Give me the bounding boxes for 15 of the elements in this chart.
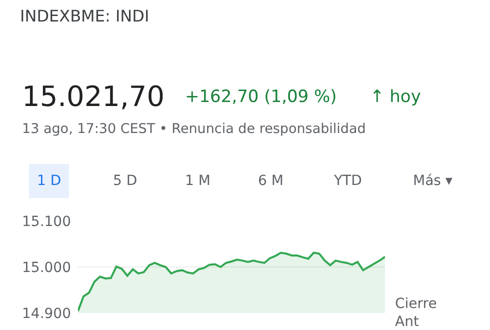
text: 5 D [113,173,138,189]
y-tick-label: 15.100 [22,214,71,230]
y-tick-label: 15.000 [22,260,71,276]
text: YTD [333,173,362,189]
text: 6 M [258,173,284,189]
text: Cierre Ant [395,296,437,330]
text: 15.021,70 [22,80,165,113]
text: 13 ago, 17:30 CEST • Renuncia de responsabilidad [22,121,366,137]
text: +162,70 (1,09 %) [185,87,337,107]
text: Más ▾ [413,173,452,189]
y-tick-label: 14.900 [22,306,71,322]
text: ↑ hoy [370,87,421,107]
chart-title: INDEXBME: INDI [20,6,150,26]
text: 1 D [37,173,62,189]
text: 1 M [185,173,210,189]
